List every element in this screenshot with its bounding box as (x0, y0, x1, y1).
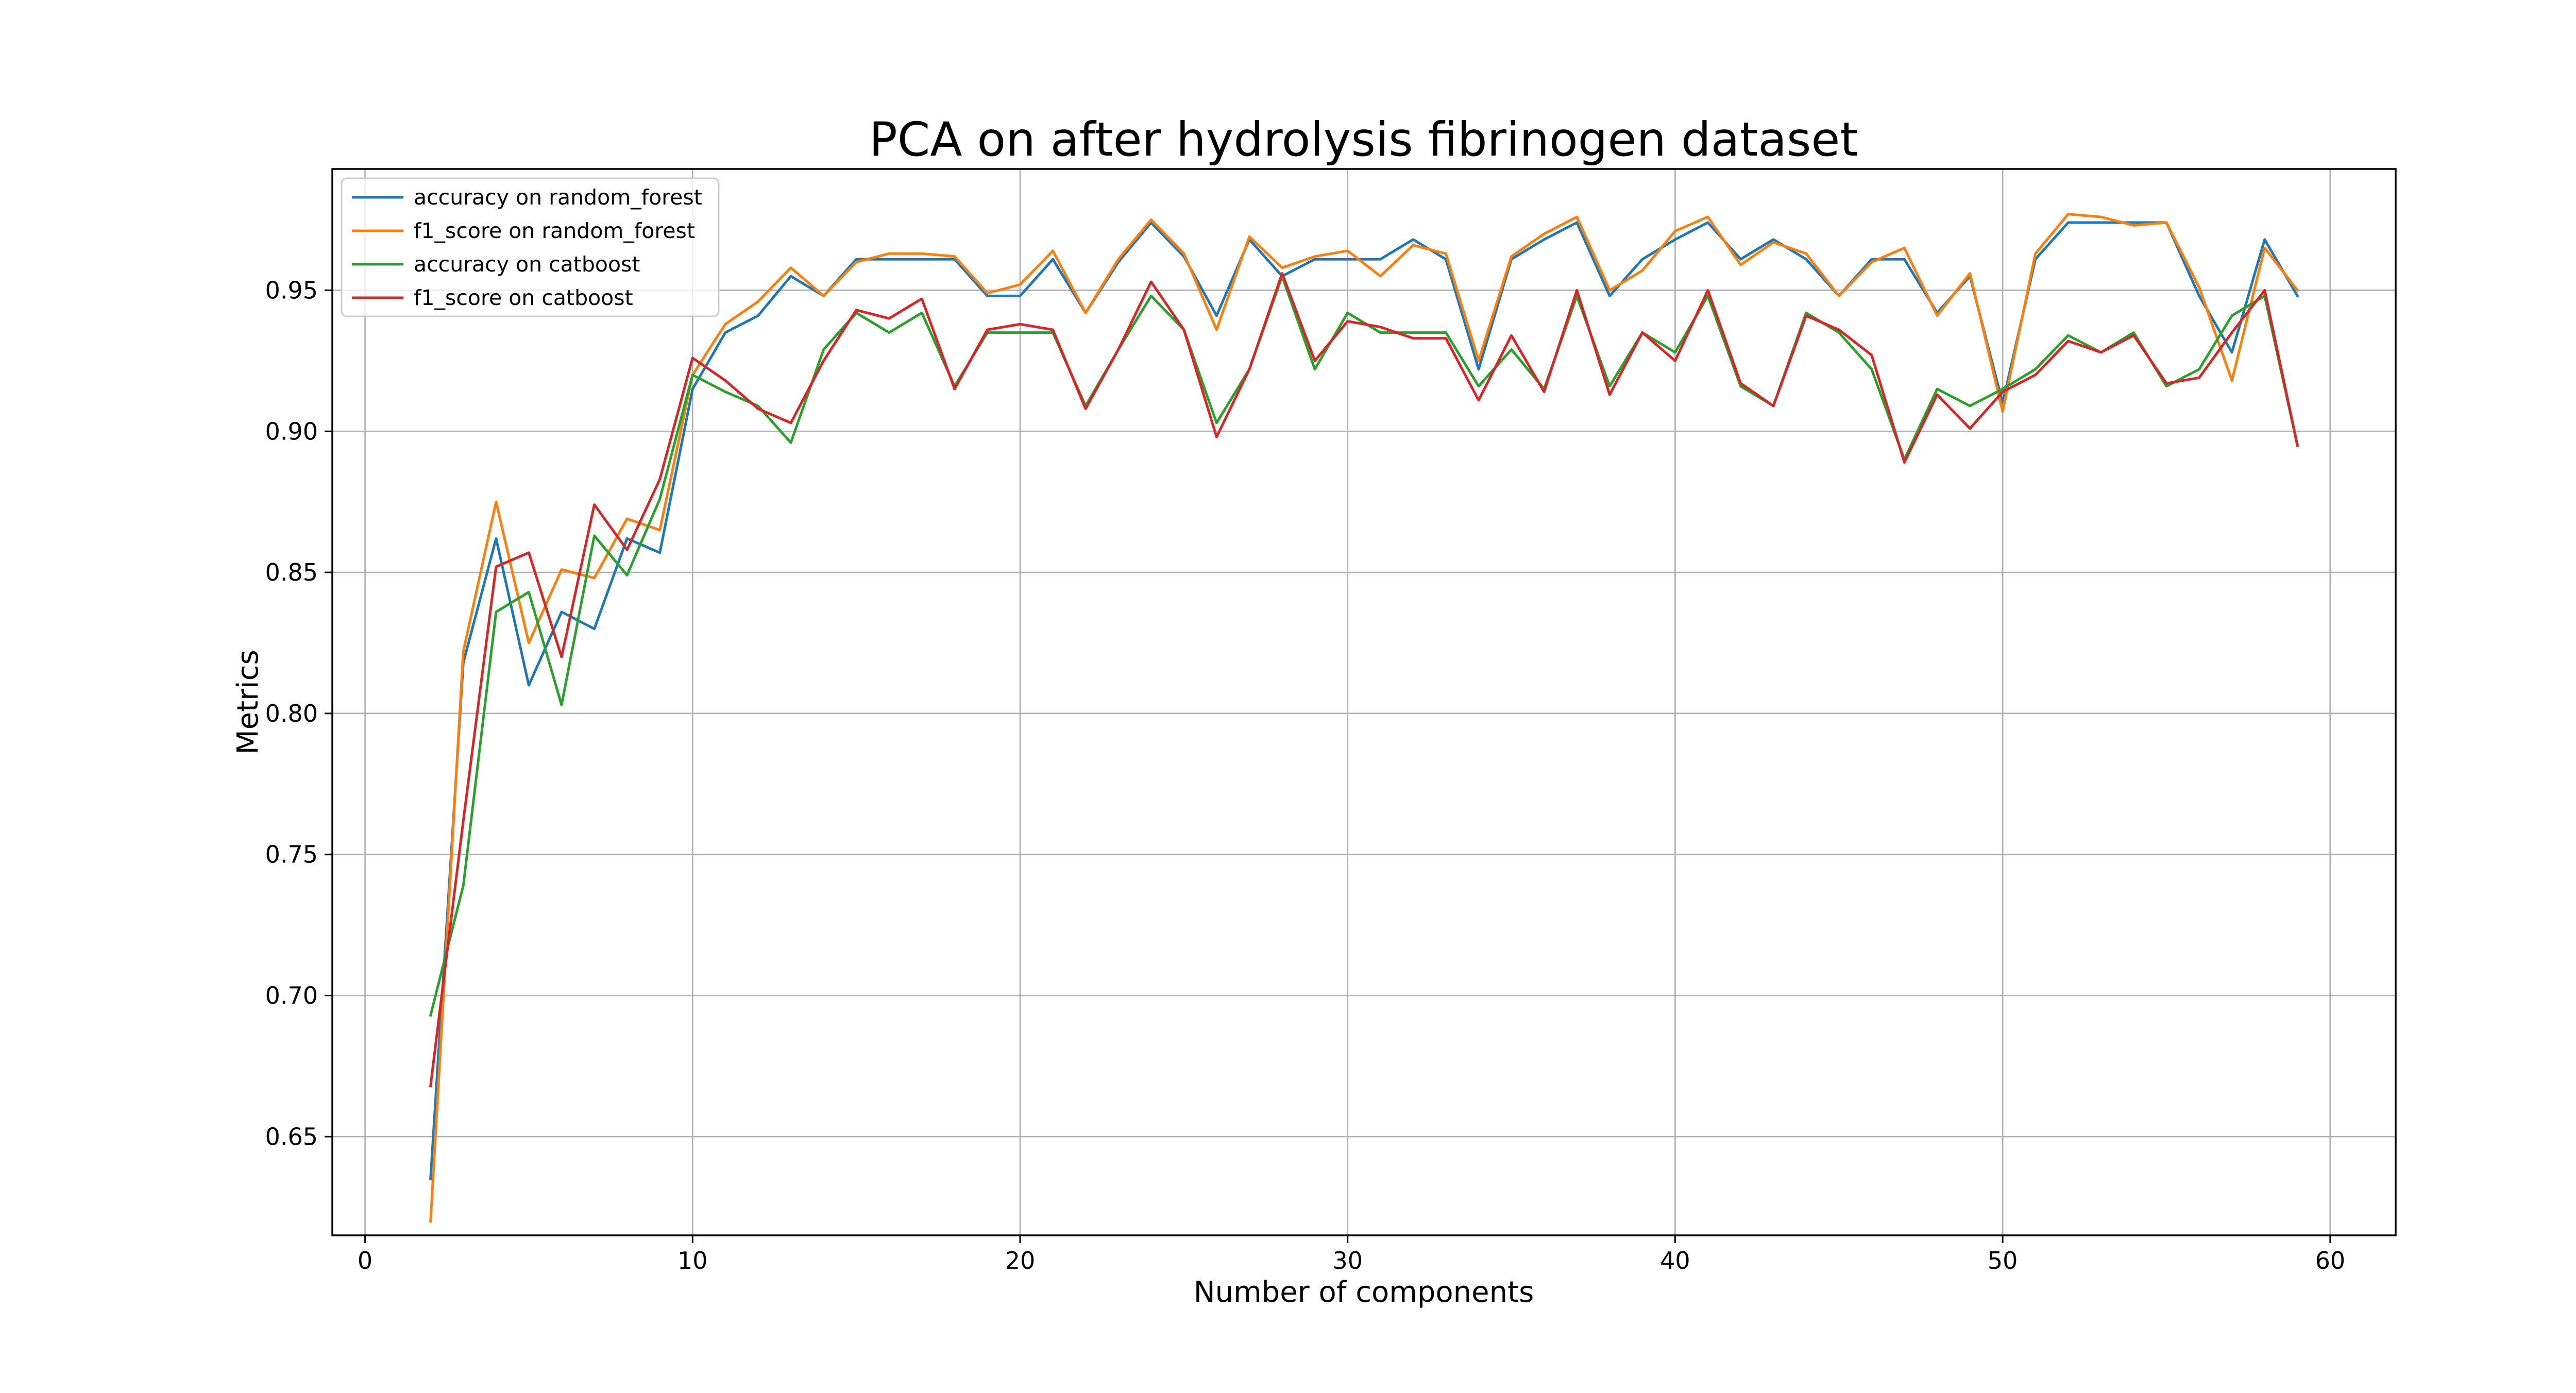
x-tick-label: 0 (358, 1247, 372, 1275)
legend-label-1: accuracy on random_forest (414, 185, 702, 210)
grid-layer (332, 169, 2396, 1235)
series-line-3 (429, 275, 2299, 1017)
x-tick-label: 30 (1332, 1247, 1363, 1275)
y-tick-label: 0.75 (265, 841, 318, 869)
x-tick-label: 60 (2315, 1247, 2346, 1275)
legend-label-3: accuracy on catboost (414, 252, 640, 277)
y-tick-label: 0.65 (265, 1123, 318, 1150)
legend-label-2: f1_score on random_forest (414, 218, 695, 243)
plot-frame (331, 168, 2397, 1236)
y-tick-label: 0.70 (265, 982, 318, 1010)
x-tick-label: 20 (1005, 1247, 1036, 1275)
legend-box (341, 177, 720, 317)
x-tick-label: 50 (1988, 1247, 2018, 1275)
x-axis-label: Number of components (1194, 1276, 1534, 1309)
tick-layer: 0 10 20 30 40 50 60 0.65 0.70 0.75 0.80 0.85 0.90 0.9… (265, 276, 2346, 1275)
x-tick-label: 40 (1660, 1247, 1690, 1275)
chart-title: PCA on after hydrolysis fibrinogen datas… (869, 113, 1858, 167)
y-tick-label: 0.95 (265, 276, 318, 304)
x-tick-label: 10 (677, 1247, 708, 1275)
y-axis-label: Metrics (231, 650, 265, 754)
y-tick-label: 0.90 (265, 417, 318, 445)
y-tick-label: 0.80 (265, 700, 318, 727)
legend: accuracy on random_forest f1_score on ran… (341, 177, 720, 317)
series-line-2 (429, 213, 2299, 1223)
legend-label-4: f1_score on catboost (414, 285, 633, 310)
series-line-4 (429, 272, 2299, 1088)
series-layer (429, 213, 2299, 1223)
y-tick-label: 0.85 (265, 558, 318, 586)
